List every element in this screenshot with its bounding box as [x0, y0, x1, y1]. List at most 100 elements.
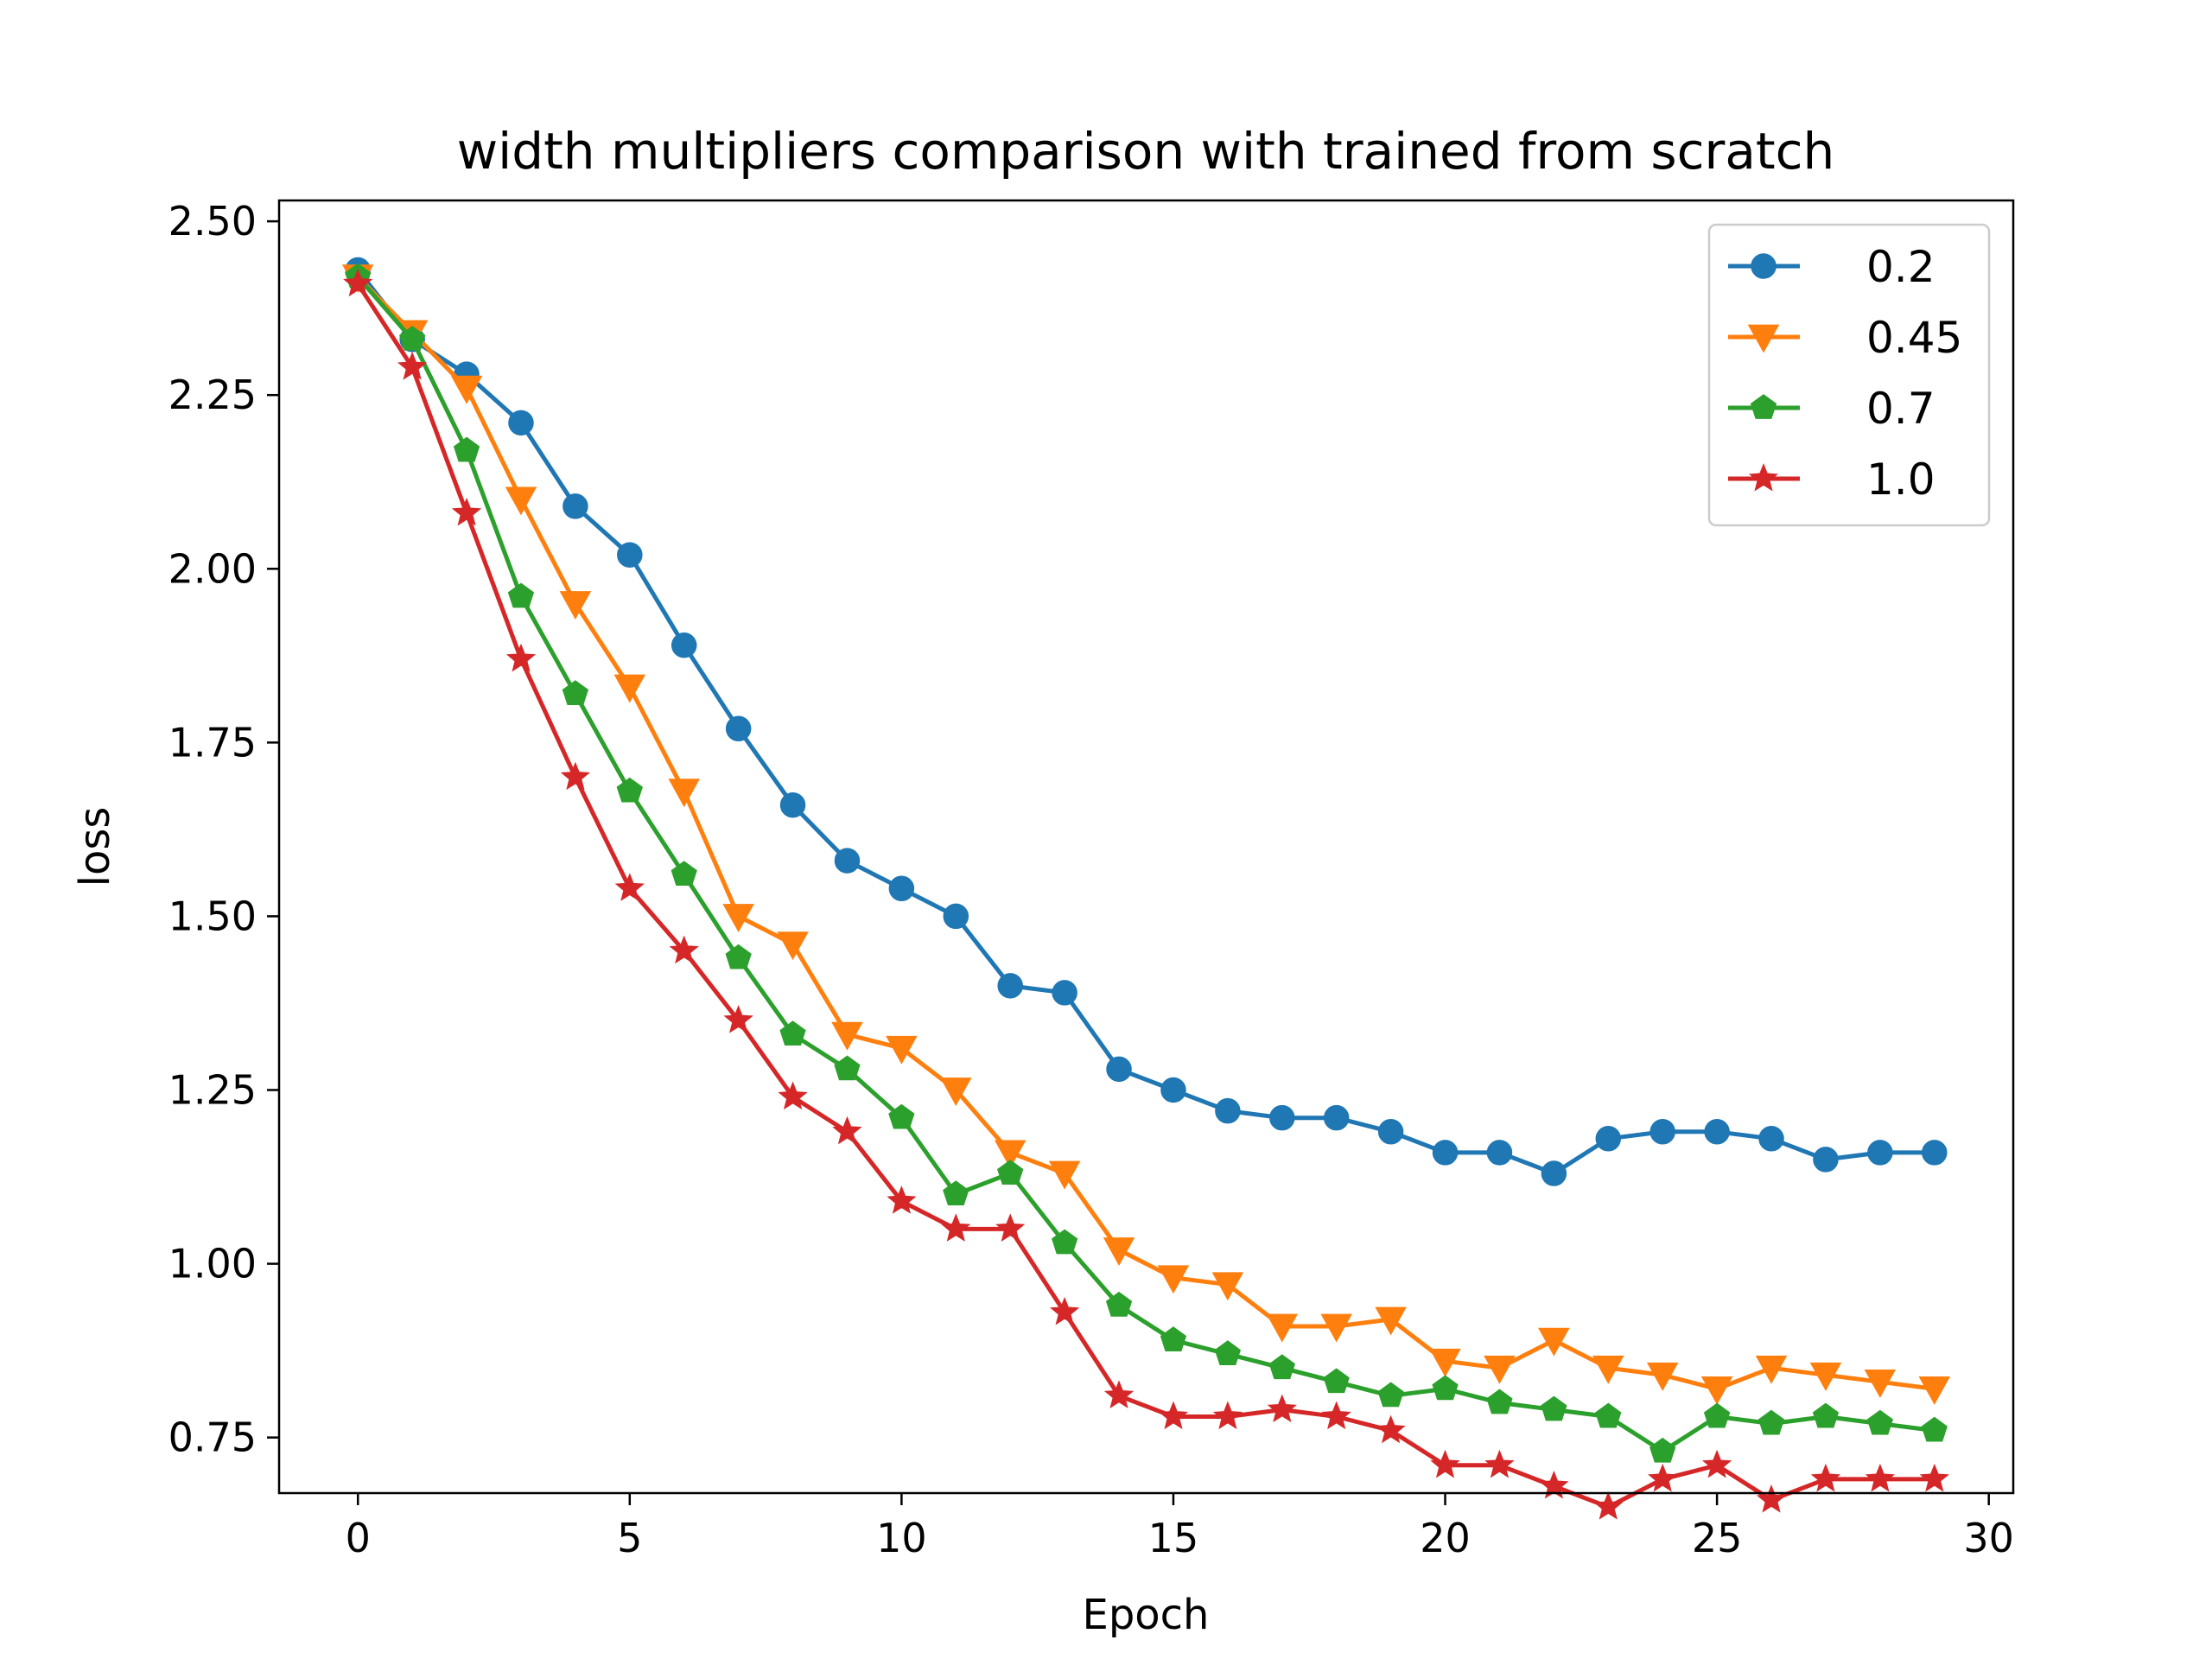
data-point: [779, 1020, 806, 1046]
data-point: [1541, 1395, 1567, 1421]
data-point: [1595, 1126, 1622, 1152]
data-point: [831, 1021, 863, 1051]
data-point: [1158, 1401, 1189, 1430]
y-tick-label: 1.50: [168, 893, 257, 939]
legend-item: 0.2: [1728, 242, 1936, 292]
data-point: [1377, 1119, 1404, 1145]
x-tick-label: 25: [1692, 1515, 1743, 1561]
legend-item: 0.7: [1728, 384, 1936, 434]
data-point: [1593, 1491, 1624, 1520]
data-point: [1592, 1355, 1624, 1384]
data-point: [941, 1213, 971, 1242]
data-point: [834, 848, 861, 874]
data-point: [777, 931, 809, 961]
data-point: [888, 875, 915, 902]
data-point: [1321, 1401, 1351, 1430]
data-point: [1048, 1160, 1081, 1190]
data-point: [940, 1077, 972, 1107]
data-point: [997, 1160, 1024, 1185]
data-point: [1484, 1449, 1515, 1478]
data-point: [1212, 1401, 1243, 1430]
legend-label: 0.2: [1866, 242, 1936, 292]
data-point: [560, 761, 591, 791]
data-point: [1813, 1147, 1839, 1173]
data-point: [1919, 1463, 1949, 1492]
data-point: [725, 944, 752, 969]
y-tick-label: 1.25: [168, 1067, 257, 1114]
data-point: [779, 791, 806, 818]
data-point: [834, 1055, 861, 1081]
legend: 0.2 0.45 0.7 1.0: [1707, 223, 1991, 527]
data-point: [1541, 1160, 1567, 1186]
data-point: [671, 861, 697, 887]
series-layer: [341, 257, 1951, 1520]
data-point: [1756, 1484, 1787, 1513]
data-point: [1484, 1355, 1516, 1384]
data-point: [888, 1103, 915, 1129]
data-point: [451, 497, 482, 526]
data-point: [1105, 1291, 1133, 1317]
y-tick-label: 2.50: [168, 198, 257, 245]
data-point: [1160, 1326, 1187, 1351]
legend-label: 0.45: [1866, 313, 1962, 363]
legend-label: 0.7: [1866, 384, 1936, 434]
data-point: [1323, 1104, 1350, 1131]
y-tick-label: 1.75: [168, 719, 257, 766]
data-point: [559, 591, 592, 620]
legend-marker: [1748, 462, 1779, 492]
x-tick-label: 0: [346, 1515, 371, 1561]
data-point: [1865, 1463, 1896, 1492]
data-point: [1704, 1119, 1730, 1145]
data-point: [1432, 1140, 1459, 1166]
data-point: [1323, 1368, 1350, 1394]
data-point: [997, 973, 1023, 999]
data-point: [995, 1213, 1026, 1242]
data-point: [505, 486, 537, 516]
data-point: [1809, 1362, 1842, 1391]
data-point: [1758, 1126, 1784, 1152]
data-point: [1812, 1402, 1840, 1428]
data-point: [1486, 1389, 1513, 1414]
data-point: [723, 1005, 753, 1033]
data-point: [505, 643, 537, 672]
data-point: [616, 777, 643, 803]
legend-marker: [1751, 253, 1777, 279]
data-point: [886, 1035, 918, 1065]
data-point: [725, 715, 752, 742]
data-point: [887, 1185, 917, 1214]
legend-item: 0.45: [1728, 313, 1962, 363]
data-point: [1758, 1409, 1785, 1435]
data-point: [668, 779, 700, 808]
data-point: [614, 873, 645, 901]
data-point: [671, 632, 697, 658]
data-point: [1703, 1402, 1731, 1428]
y-tick-label: 2.25: [168, 372, 257, 418]
data-point: [1215, 1097, 1241, 1124]
legend-marker: [1750, 394, 1777, 419]
series-1.0: [343, 268, 1949, 1520]
data-point: [1864, 1369, 1897, 1398]
data-point: [1432, 1375, 1459, 1401]
legend-items: 0.2 0.45 0.7 1.0: [1728, 242, 1962, 505]
data-point: [1103, 1237, 1135, 1267]
y-tick-label: 1.00: [168, 1241, 257, 1287]
data-point: [1646, 1362, 1679, 1391]
data-point: [399, 325, 426, 351]
y-tick-label: 2.00: [168, 545, 257, 592]
data-point: [1268, 1354, 1295, 1380]
data-point: [1267, 1394, 1297, 1423]
x-axis-title: Epoch: [1083, 1591, 1210, 1639]
data-point: [1918, 1376, 1951, 1405]
data-point: [1375, 1306, 1407, 1336]
data-point: [1755, 1355, 1788, 1384]
data-point: [617, 542, 643, 568]
plot-frame: [277, 199, 2015, 1495]
x-tick-label: 20: [1420, 1515, 1471, 1561]
data-point: [1866, 1409, 1893, 1435]
data-point: [1214, 1340, 1241, 1366]
x-tick-label: 30: [1963, 1515, 2014, 1561]
data-point: [1211, 1272, 1244, 1301]
data-point: [613, 674, 646, 703]
x-tick-label: 15: [1148, 1515, 1199, 1561]
